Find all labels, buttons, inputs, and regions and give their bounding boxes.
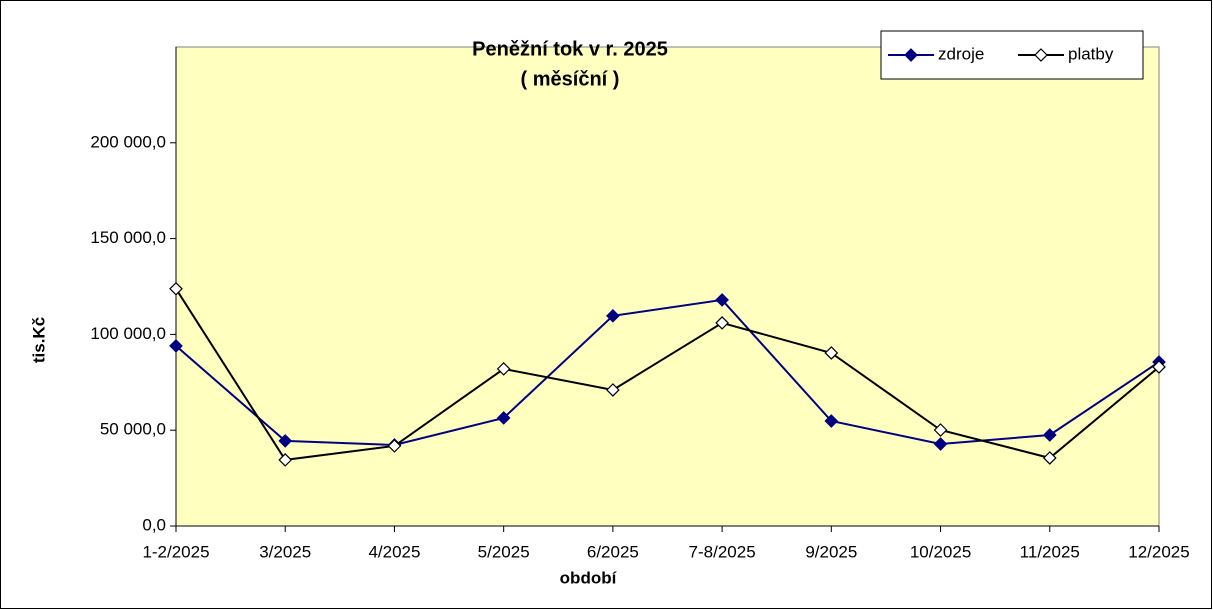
x-tick-label: 9/2025 <box>805 542 857 561</box>
y-tick-label: 100 000,0 <box>90 324 166 343</box>
x-tick-label: 3/2025 <box>259 542 311 561</box>
x-tick-label: 1-2/2025 <box>142 542 209 561</box>
x-tick-label: 11/2025 <box>1020 542 1080 561</box>
x-tick-label: 6/2025 <box>587 542 639 561</box>
marker <box>1042 428 1057 442</box>
x-tick-label: 5/2025 <box>478 542 530 561</box>
series-line <box>175 288 1160 461</box>
x-tick-label: 10/2025 <box>910 542 971 561</box>
chart-title: Peněžní tok v r. 2025 <box>472 38 668 60</box>
x-tick-label: 4/2025 <box>368 542 420 561</box>
marker <box>278 434 293 448</box>
y-tick-label: 200 000,0 <box>90 132 166 151</box>
marker <box>933 437 948 451</box>
marker <box>933 423 948 437</box>
marker <box>496 411 511 425</box>
marker <box>1152 360 1166 374</box>
y-tick-label: 150 000,0 <box>90 228 166 247</box>
marker <box>606 308 620 323</box>
marker <box>169 281 183 296</box>
marker <box>169 339 183 353</box>
legend-marker <box>904 48 918 62</box>
legend-label: zdroje <box>938 44 984 63</box>
y-tick-label: 50 000,0 <box>100 420 166 439</box>
marker <box>824 414 839 428</box>
x-tick-label: 7-8/2025 <box>689 542 756 561</box>
x-tick-label: 12/2025 <box>1128 542 1189 561</box>
marker <box>824 346 839 360</box>
plot-area <box>175 46 1160 527</box>
legend-label: platby <box>1068 44 1114 63</box>
marker <box>387 439 402 453</box>
y-tick-label: 0,0 <box>142 515 166 534</box>
legend-marker <box>1034 48 1048 62</box>
marker <box>278 453 293 467</box>
marker <box>715 293 729 307</box>
y-axis-label: tis.Kč <box>29 317 48 363</box>
marker <box>1042 451 1057 465</box>
marker <box>606 383 620 397</box>
x-axis-label: období <box>560 568 618 587</box>
chart-subtitle: ( měsíční ) <box>521 68 620 90</box>
marker <box>496 362 511 376</box>
series-line <box>175 298 1160 446</box>
marker <box>715 316 729 330</box>
